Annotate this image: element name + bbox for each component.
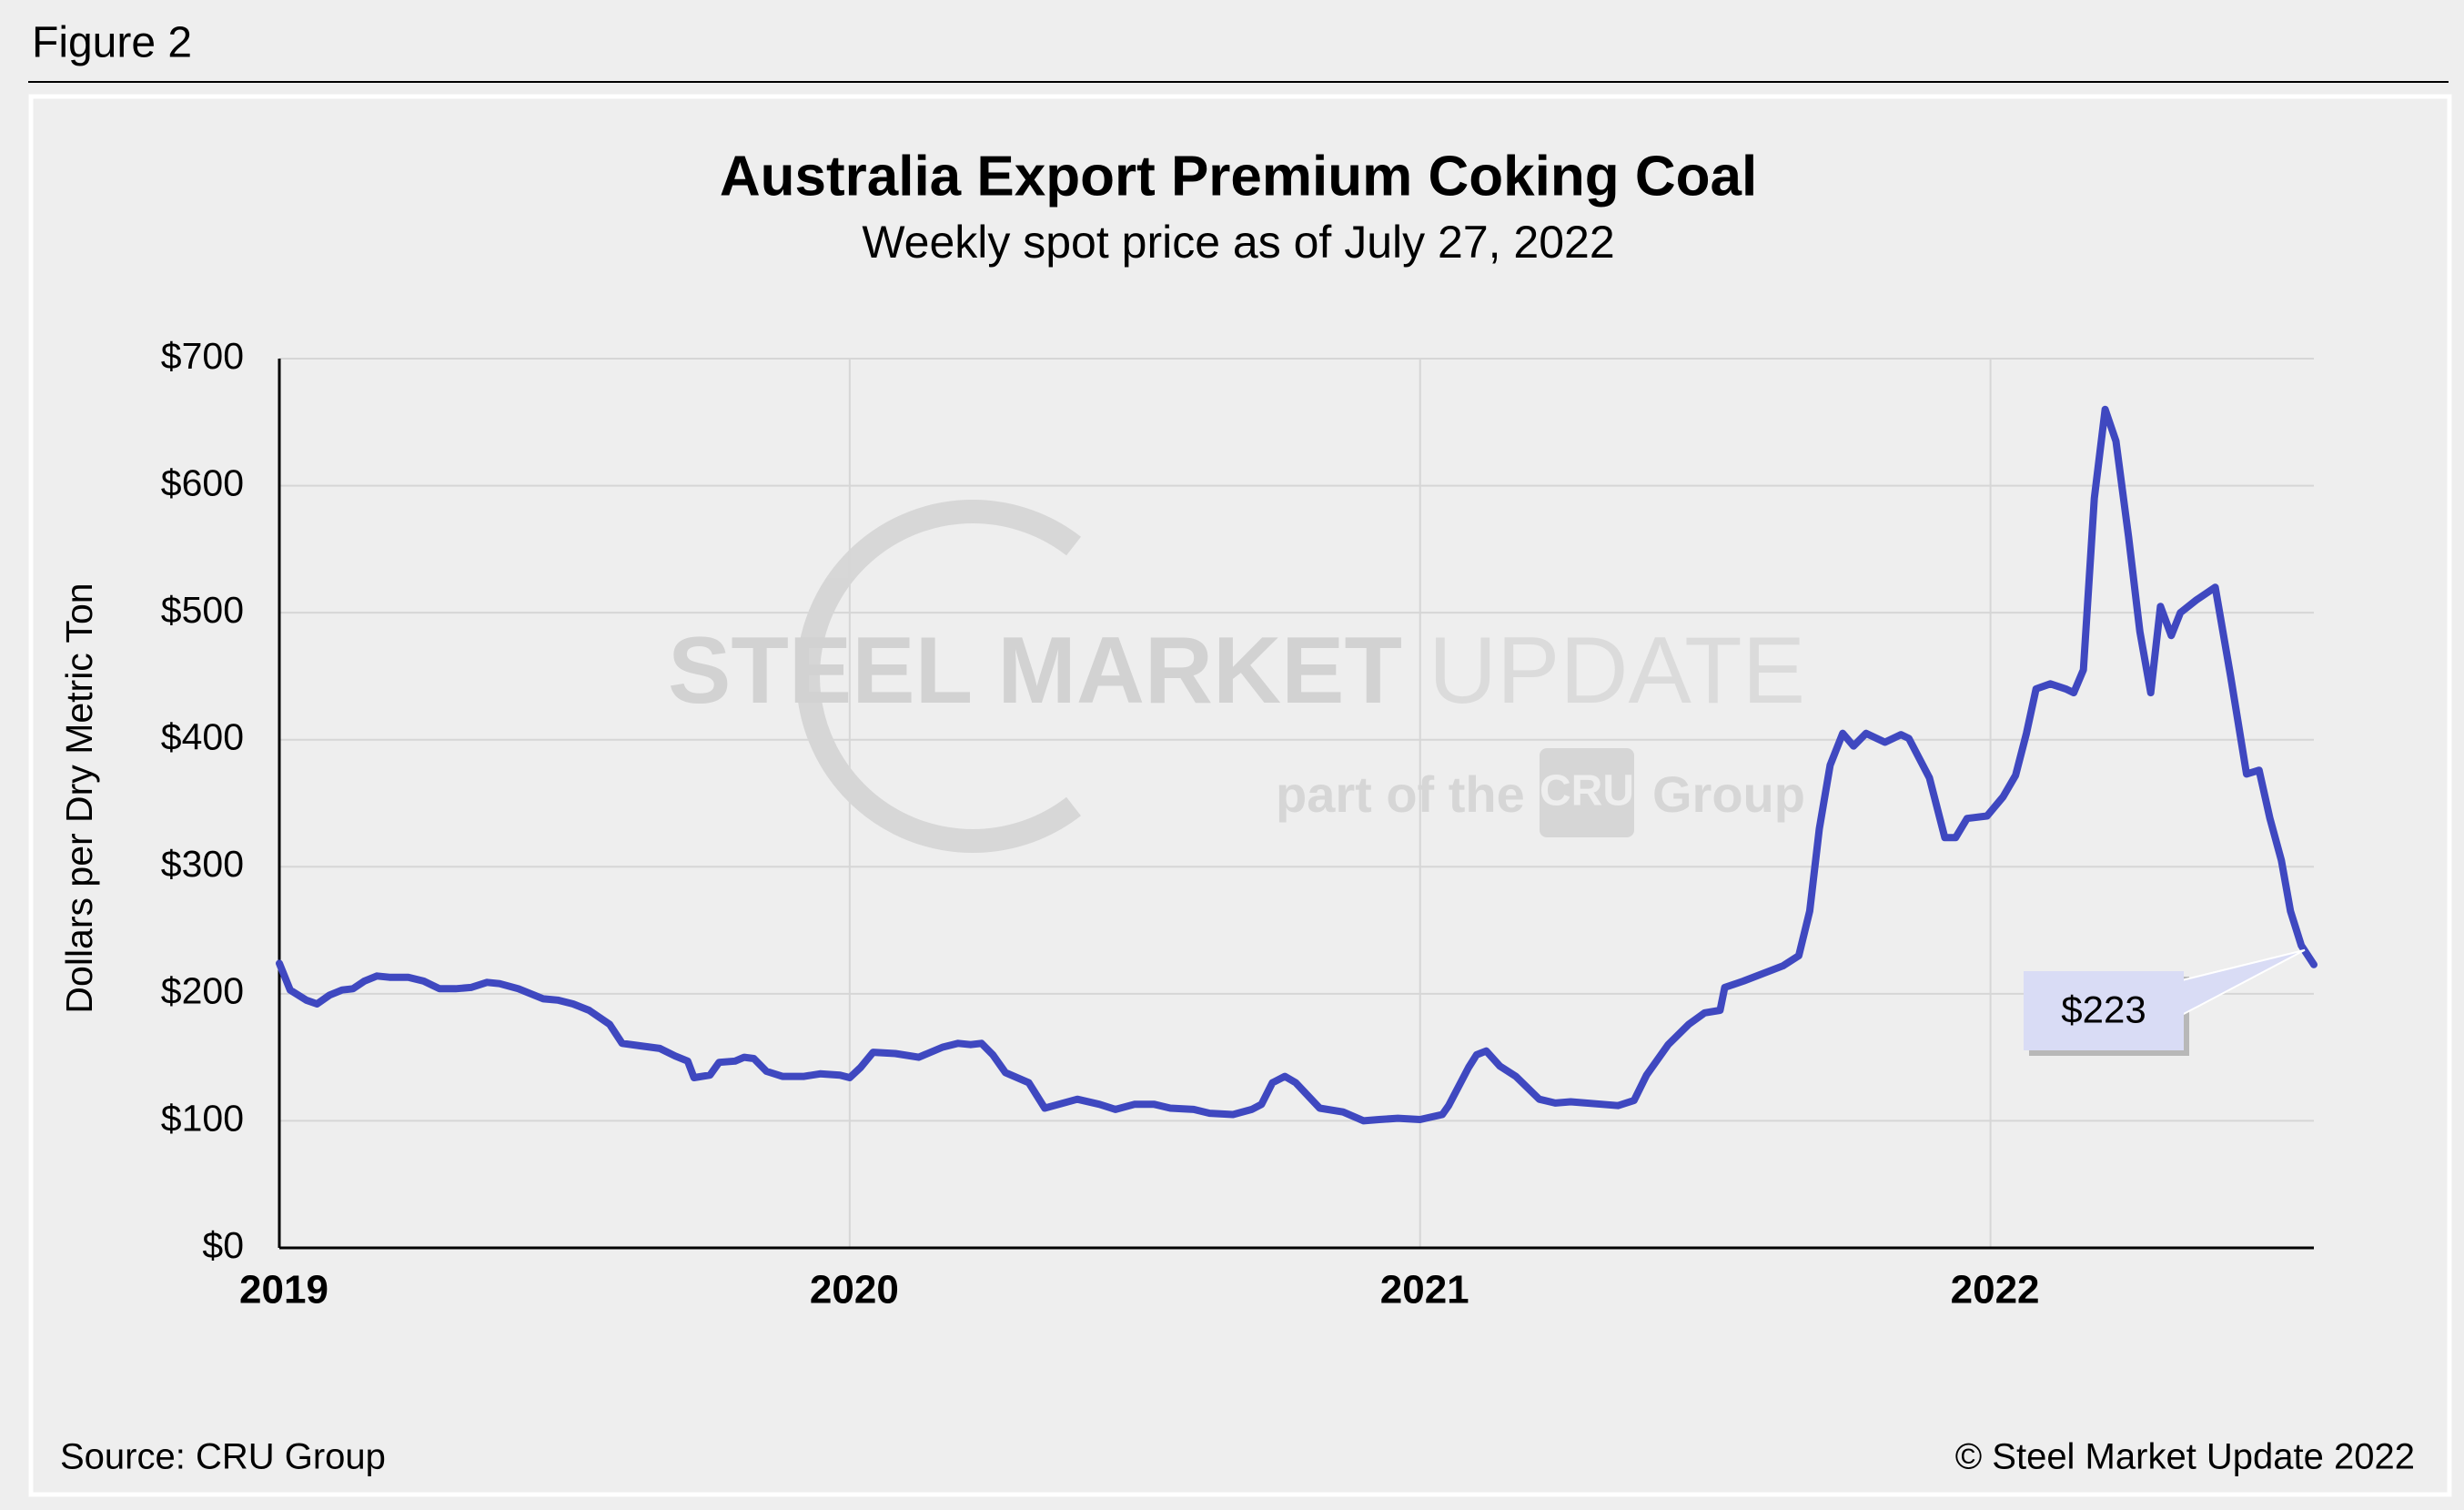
y-tick-label: $100 [161,1097,244,1139]
x-tick-label: 2022 [1951,1268,2040,1312]
chart-subtitle: Weekly spot price as of July 27, 2022 [862,217,1614,268]
copyright: © Steel Market Update 2022 [1955,1437,2415,1477]
source: Source: CRU Group [60,1437,386,1477]
x-tick-label: 2020 [810,1268,899,1312]
watermark: STEEL MARKET UPDATE part of the CRU Grou… [668,500,1805,853]
y-tick-label: $700 [161,335,244,377]
y-tick-label: $200 [161,970,244,1012]
y-tick-label: $400 [161,716,244,758]
chart-title: Australia Export Premium Coking Coal [720,145,1757,208]
watermark-text: STEEL MARKET UPDATE [668,618,1805,724]
data-line [276,405,2318,1125]
y-tick-label: $300 [161,843,244,885]
y-tick-label: $0 [202,1224,244,1266]
figure-label: Figure 2 [32,19,192,67]
x-tick-label: 2021 [1380,1268,1469,1312]
watermark-text: part of the [1276,765,1525,823]
y-axis-title: Dollars per Dry Metric Ton [58,583,100,1013]
callout-box [2024,971,2184,1050]
watermark-arc [796,500,1081,853]
y-tick-label: $600 [161,461,244,503]
watermark-logo-text: CRU [1540,767,1634,816]
x-tick-label: 2019 [239,1268,328,1312]
watermark-word: MARKET [997,618,1402,724]
y-tick-label: $500 [161,589,244,631]
watermark-word: UPDATE [1429,618,1805,724]
watermark-word: STEEL [668,618,971,724]
panel [28,94,2452,1497]
watermark-text: Group [1652,765,1805,823]
watermark-logo [1540,748,1634,837]
callout-label: $223 [2061,988,2146,1031]
